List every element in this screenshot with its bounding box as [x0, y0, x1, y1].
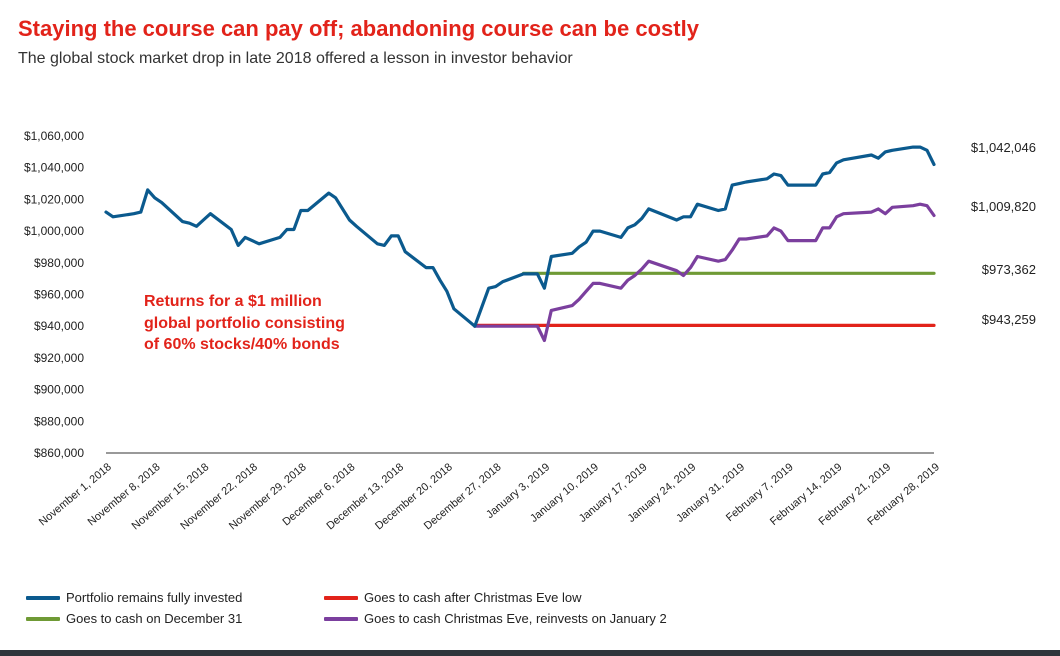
end-label-invested: $1,042,046 — [971, 140, 1036, 155]
series-lines — [104, 145, 936, 343]
y-tick-label: $940,000 — [34, 319, 84, 333]
footer-bar — [0, 650, 1060, 656]
y-tick-label: $960,000 — [34, 288, 84, 302]
y-tick-label: $880,000 — [34, 414, 84, 428]
legend-item-cash-low: Goes to cash after Christmas Eve low — [324, 590, 581, 605]
y-tick-label: $900,000 — [34, 383, 84, 397]
series-line-reinvest — [473, 202, 936, 343]
legend-label-cash-dec31: Goes to cash on December 31 — [66, 611, 243, 626]
annotation-line-3: of 60% stocks/40% bonds — [144, 336, 340, 353]
end-label-cash-dec31: $973,362 — [982, 262, 1036, 277]
end-label-cash-low: $943,259 — [982, 312, 1036, 327]
y-tick-label: $860,000 — [34, 446, 84, 460]
y-tick-label: $1,000,000 — [24, 224, 84, 238]
legend-label-invested: Portfolio remains fully invested — [66, 590, 243, 605]
legend-swatch-invested — [26, 595, 60, 600]
chart-subtitle: The global stock market drop in late 201… — [18, 50, 573, 67]
end-label-reinvest: $1,009,820 — [971, 199, 1036, 214]
legend-item-cash-dec31: Goes to cash on December 31 — [26, 611, 242, 626]
legend-item-invested: Portfolio remains fully invested — [26, 590, 242, 605]
chart-title: Staying the course can pay off; abandoni… — [18, 16, 699, 41]
y-tick-label: $980,000 — [34, 256, 84, 270]
y-tick-label: $920,000 — [34, 351, 84, 365]
y-tick-label: $1,040,000 — [24, 161, 84, 175]
series-end-labels: $1,042,046 $973,362 $943,259 $1,009,820 — [971, 140, 1036, 327]
y-axis-ticks: $860,000 $880,000 $900,000 $920,000 $940,000… — [24, 129, 84, 460]
annotation-line-2: global portfolio consisting — [144, 315, 345, 332]
series-line-invested — [104, 145, 936, 328]
y-tick-label: $1,020,000 — [24, 192, 84, 206]
y-tick-label: $1,060,000 — [24, 129, 84, 143]
legend-swatch-cash-dec31 — [26, 616, 60, 621]
legend-item-reinvest: Goes to cash Christmas Eve, reinvests on… — [324, 611, 667, 626]
line-chart: $860,000 $880,000 $900,000 $920,000 $940,000… — [24, 129, 1036, 532]
legend-swatch-reinvest — [324, 616, 358, 621]
legend-label-reinvest: Goes to cash Christmas Eve, reinvests on… — [364, 611, 667, 626]
legend-label-cash-low: Goes to cash after Christmas Eve low — [364, 590, 582, 605]
legend-swatch-cash-low — [324, 595, 358, 600]
annotation-line-1: Returns for a $1 million — [144, 293, 322, 310]
legend: Portfolio remains fully invested Goes to… — [0, 588, 1060, 628]
